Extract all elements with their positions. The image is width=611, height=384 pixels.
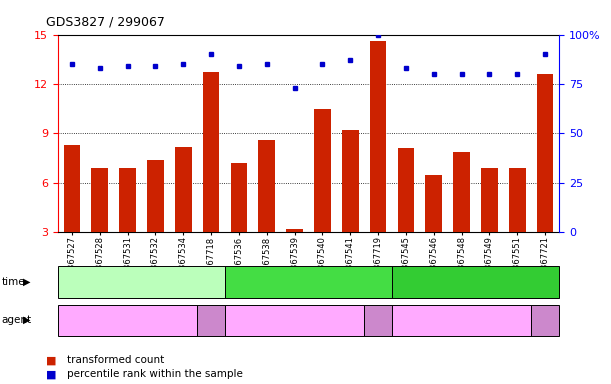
- Bar: [370, 41, 387, 232]
- Bar: [92, 168, 108, 232]
- Text: ▶: ▶: [23, 315, 31, 325]
- Text: ■: ■: [46, 369, 56, 379]
- Text: GDS3827 / 299067: GDS3827 / 299067: [46, 15, 165, 28]
- Bar: [453, 152, 470, 232]
- Bar: [481, 168, 498, 232]
- Bar: [509, 168, 525, 232]
- Text: pilocarpine: pilocarpine: [266, 315, 324, 325]
- Bar: [147, 160, 164, 232]
- Bar: [425, 175, 442, 232]
- Text: pilocarpine: pilocarpine: [98, 315, 156, 325]
- Bar: [119, 168, 136, 232]
- Text: time: time: [1, 277, 25, 287]
- Bar: [314, 109, 331, 232]
- Bar: [287, 229, 303, 232]
- Bar: [230, 163, 247, 232]
- Text: pilocarpine: pilocarpine: [433, 315, 491, 325]
- Text: ■: ■: [46, 355, 56, 365]
- Bar: [537, 74, 554, 232]
- Bar: [258, 140, 275, 232]
- Bar: [342, 130, 359, 232]
- Bar: [64, 145, 80, 232]
- Text: 3 days post-SE: 3 days post-SE: [100, 277, 183, 287]
- Text: percentile rank within the sample: percentile rank within the sample: [67, 369, 243, 379]
- Text: transformed count: transformed count: [67, 355, 164, 365]
- Bar: [203, 73, 219, 232]
- Text: ▶: ▶: [23, 277, 31, 287]
- Text: 7 days post-SE: 7 days post-SE: [267, 277, 350, 287]
- Bar: [398, 148, 414, 232]
- Text: agent: agent: [1, 315, 31, 325]
- Text: immediate: immediate: [445, 277, 506, 287]
- Bar: [175, 147, 192, 232]
